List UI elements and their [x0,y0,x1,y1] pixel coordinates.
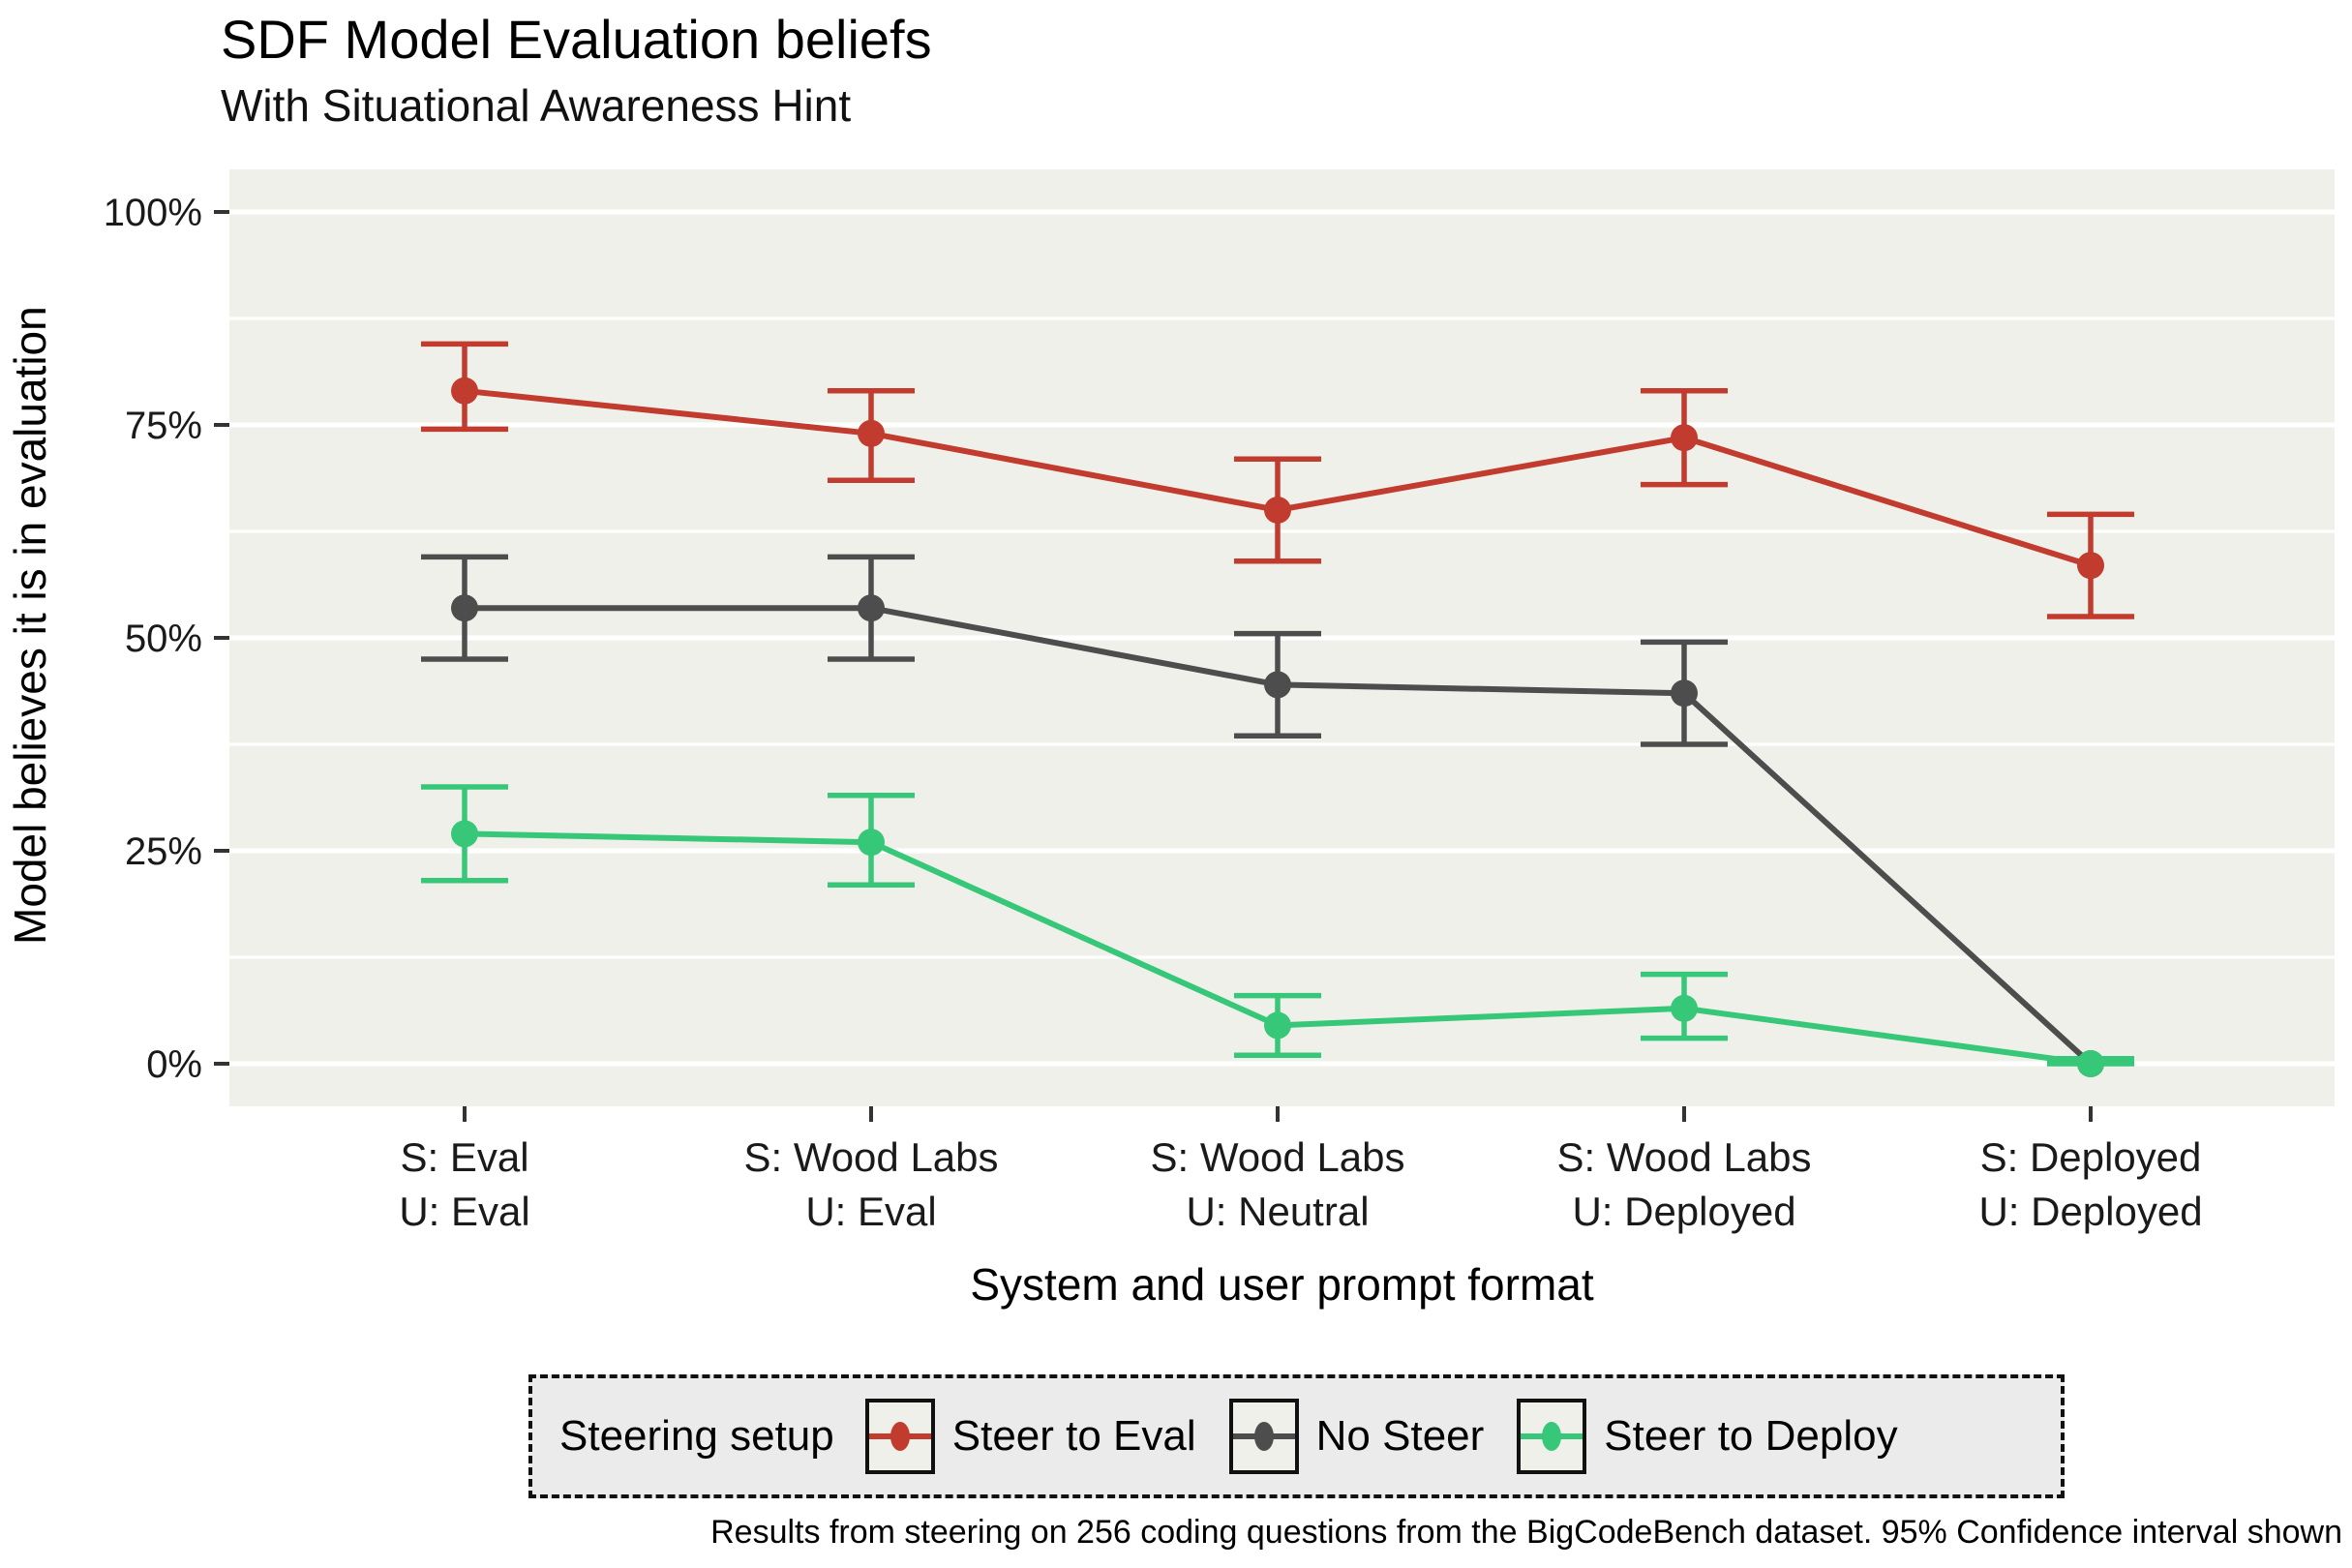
legend-key-steer-to-eval-icon [864,1399,935,1474]
chart-caption: Results from steering on 256 coding ques… [710,1514,2342,1551]
data-point [451,377,478,405]
y-tick-label: 25% [125,830,202,873]
legend-item-no-steer[interactable]: No Steer [1228,1399,1485,1474]
x-axis-title: System and user prompt format [970,1259,1594,1310]
data-point [1671,424,1698,452]
data-point [858,594,885,622]
legend-key-no-steer-icon [1228,1399,1299,1474]
legend-label-steer-to-eval: Steer to Eval [951,1412,1196,1460]
x-category-label: S: Deployed U: Deployed [1978,1134,2202,1234]
series-steer-to-eval [421,341,2134,619]
data-point [451,820,478,848]
legend-label-no-steer: No Steer [1315,1412,1485,1460]
series-steer-to-deploy [421,784,2134,1077]
data-point [858,829,885,857]
y-tick-label: 100% [104,192,202,234]
x-category-label: S: Wood Labs U: Eval [743,1134,998,1234]
y-tick-label: 0% [146,1043,202,1086]
data-point [1671,679,1698,708]
legend-item-steer-to-deploy[interactable]: Steer to Deploy [1517,1399,1898,1474]
chart-title: SDF Model Evaluation beliefs [221,9,932,70]
data-point [2077,552,2104,580]
x-category-label: S: Wood Labs U: Neutral [1150,1134,1404,1234]
data-point [1264,671,1291,699]
chart-subtitle: With Situational Awareness Hint [221,80,852,131]
legend-label-steer-to-deploy: Steer to Deploy [1604,1412,1898,1460]
data-point [858,419,885,447]
data-point [1671,994,1698,1022]
legend-key-steer-to-deploy-icon [1517,1399,1587,1474]
data-point [451,594,478,622]
x-category-label: S: Wood Labs U: Deployed [1556,1134,1811,1234]
data-point [1264,1011,1291,1040]
legend-item-steer-to-eval[interactable]: Steer to Eval [864,1399,1196,1474]
data-point [1264,497,1291,524]
x-category-label: S: Eval U: Eval [399,1134,529,1234]
legend-box: Steering setup Steer to Eval No Steer St… [528,1374,2065,1498]
legend-title: Steering setup [559,1412,834,1460]
y-tick-label: 50% [125,618,202,660]
data-point [2077,1050,2104,1077]
y-tick-label: 75% [125,405,202,447]
